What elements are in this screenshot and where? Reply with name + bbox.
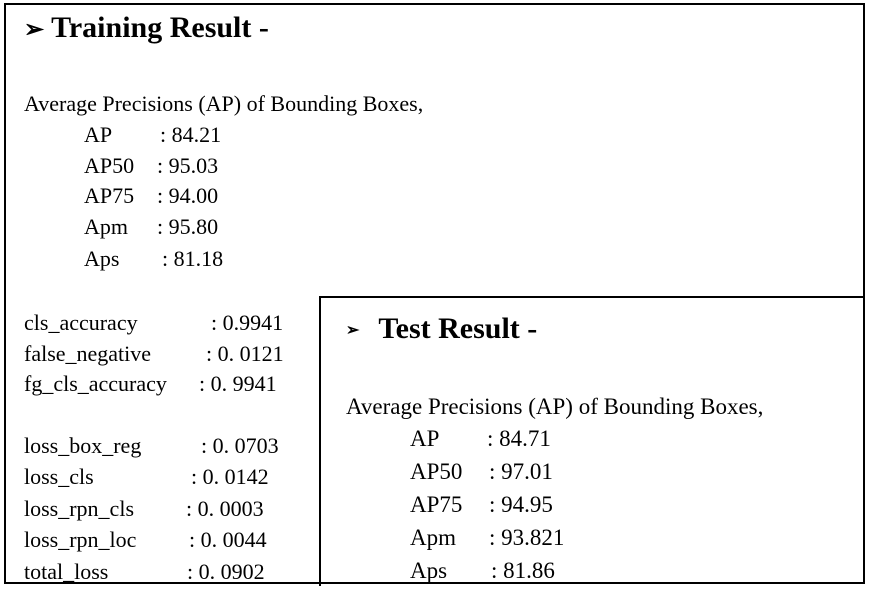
loss-box-reg-label: loss_box_reg [24,433,142,458]
test-aps-label: Aps [410,558,448,583]
training-ap-intro: Average Precisions (AP) of Bounding Boxe… [24,91,424,116]
total-loss-label: total_loss [24,559,109,584]
training-aps-label: Aps [84,246,120,271]
test-ap75-label: AP75 [410,492,463,517]
loss-box-reg-value: : 0. 0703 [201,433,279,458]
test-result-box [319,296,865,586]
test-ap50-label: AP50 [410,459,463,484]
training-ap75-value: : 94.00 [157,183,219,208]
training-heading: ➢ Training Result - [24,10,269,48]
training-apm-label: Apm [84,214,128,239]
test-ap-intro: Average Precisions (AP) of Bounding Boxe… [346,394,764,419]
test-apm-value: : 93.821 [489,525,565,550]
loss-rpn-loc-label: loss_rpn_loc [24,527,137,552]
training-ap-value: : 84.21 [160,122,222,147]
loss-cls-value: : 0. 0142 [191,464,269,489]
training-ap50-value: : 95.03 [157,153,219,178]
loss-rpn-loc-value: : 0. 0044 [189,527,267,552]
training-ap-label: AP [84,122,113,147]
loss-rpn-cls-label: loss_rpn_cls [24,496,134,521]
test-apm-label: Apm [410,525,456,550]
training-title: Training Result - [51,11,269,44]
cls-accuracy-label: cls_accuracy [24,310,138,335]
test-ap75-value: : 94.95 [489,492,553,517]
total-loss-value: : 0. 0902 [187,559,265,584]
training-aps-value: : 81.18 [162,246,224,271]
arrow-bullet-icon: ➢ [24,17,45,43]
test-ap-label: AP [410,426,440,451]
false-negative-value: : 0. 0121 [206,341,284,366]
training-ap50-label: AP50 [84,153,135,178]
cls-accuracy-value: : 0.9941 [211,310,284,335]
test-heading: ➢ Test Result - [346,311,537,349]
test-ap50-value: : 97.01 [489,459,553,484]
test-ap-value: : 84.71 [487,426,551,451]
training-apm-value: : 95.80 [157,214,219,239]
results-frame [4,3,865,584]
training-ap75-label: AP75 [84,183,135,208]
fg-cls-accuracy-value: : 0. 9941 [199,371,277,396]
test-aps-value: : 81.86 [491,558,555,583]
false-negative-label: false_negative [24,341,152,366]
loss-rpn-cls-value: : 0. 0003 [186,496,264,521]
test-title: Test Result - [378,312,538,345]
loss-cls-label: loss_cls [24,464,94,489]
fg-cls-accuracy-label: fg_cls_accuracy [24,371,167,396]
arrow-bullet-icon: ➢ [346,322,360,340]
